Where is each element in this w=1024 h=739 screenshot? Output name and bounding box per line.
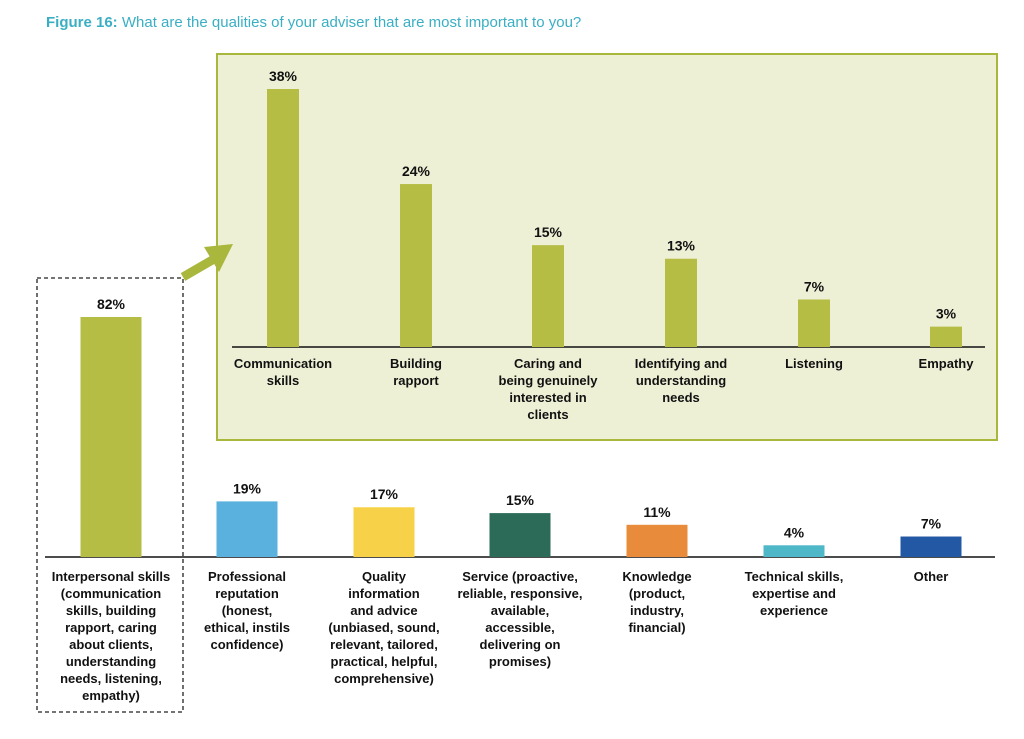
inset-panel [216, 53, 998, 441]
main-value-label: 17% [370, 486, 399, 502]
main-bar [626, 524, 688, 557]
figure-number: Figure 16: [46, 14, 118, 31]
main-bar [216, 501, 278, 557]
figure-title: Figure 16: What are the qualities of you… [46, 14, 581, 31]
main-category-label: Service (proactive, reliable, responsive,… [457, 569, 582, 669]
inset-category-label: Building rapport [390, 356, 442, 388]
main-bar [489, 513, 551, 557]
inset-bar [930, 326, 962, 347]
inset-value-label: 15% [534, 224, 563, 240]
highlight-box [36, 277, 184, 713]
inset-category-label: Listening [785, 356, 843, 371]
inset-value-label: 7% [804, 278, 825, 294]
inset-bar [267, 89, 299, 347]
main-bar [353, 507, 415, 557]
main-category-label: Quality information and advice (unbiased, s… [328, 569, 439, 686]
inset-category-label: Empathy [919, 356, 975, 371]
inset-bar [665, 258, 697, 347]
main-category-label: Technical skills, expertise and experience [745, 569, 844, 618]
main-value-label: 7% [921, 516, 942, 532]
main-category-label: Other [914, 569, 949, 584]
main-bar [763, 545, 825, 557]
inset-bar [400, 184, 432, 347]
inset-category-label: Caring and being genuinely interested in cl… [499, 356, 599, 422]
main-value-label: 82% [97, 296, 126, 312]
inset-bar [798, 299, 830, 347]
inset-bar [532, 245, 564, 347]
inset-value-label: 24% [402, 163, 431, 179]
callout-arrow-icon [180, 244, 233, 281]
main-value-label: 11% [643, 504, 671, 520]
main-value-label: 4% [784, 524, 805, 540]
main-category-label: Knowledge (product, industry, financial) [622, 569, 691, 635]
inset-category-label: Identifying and understanding needs [635, 356, 728, 405]
figure-question: What are the qualities of your adviser t… [121, 14, 582, 31]
main-bar [80, 317, 142, 557]
main-category-label: Professional reputation (honest, ethical, i… [204, 569, 290, 652]
main-category-label: Interpersonal skills (communication skills… [52, 569, 171, 703]
main-bar [900, 536, 962, 557]
inset-value-label: 38% [269, 68, 298, 84]
main-value-label: 15% [506, 492, 535, 508]
inset-value-label: 13% [667, 238, 696, 254]
inset-value-label: 3% [936, 306, 957, 322]
inset-category-label: Communication skills [234, 356, 332, 388]
main-value-label: 19% [233, 480, 262, 496]
